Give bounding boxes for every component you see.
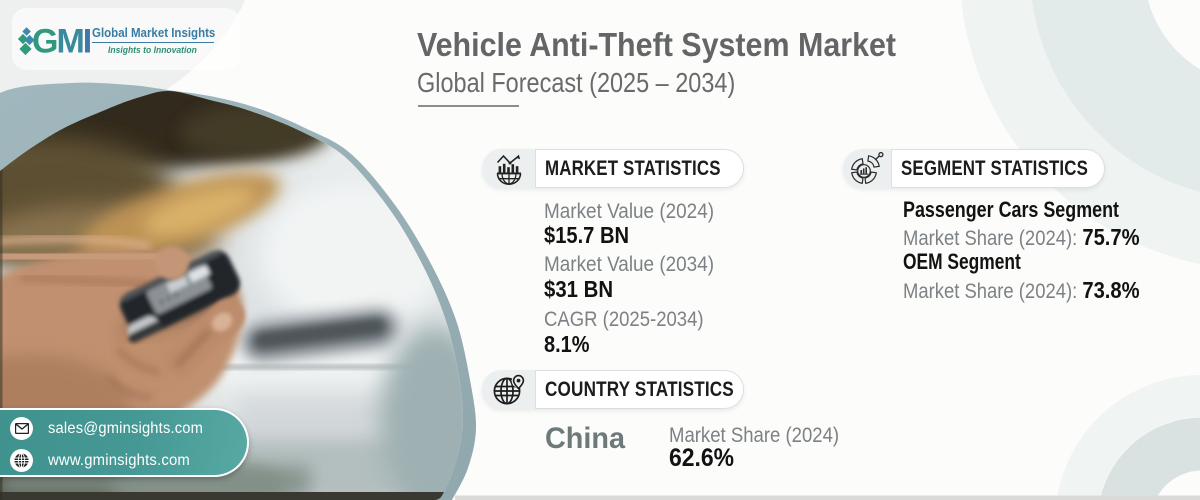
svg-text:GMI: GMI [32,23,91,61]
